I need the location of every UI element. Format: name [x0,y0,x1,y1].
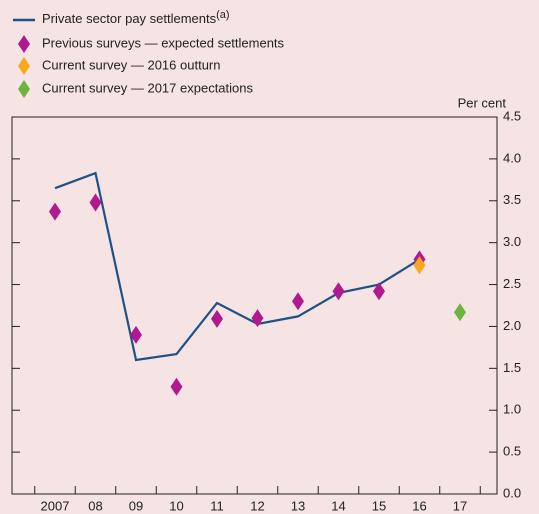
diamond-marker [332,282,345,301]
x-tick-label: 11 [210,498,224,513]
x-tick-label: 2007 [41,498,70,513]
legend-label: Current survey — 2017 expectations [42,80,253,95]
diamond-marker [292,292,304,311]
x-tick-label: 15 [372,498,386,513]
diamond-marker [413,256,426,275]
diamond-marker [251,309,264,328]
legend-text: Private sector pay settlements [42,11,217,26]
x-tick-label: 10 [169,498,183,513]
y-tick-label: 1.0 [503,402,521,417]
y-tick-label: 2.0 [503,318,521,333]
y-tick-label: 0.0 [503,485,521,500]
y-tick-label: 4.5 [503,108,521,123]
diamond-marker [373,282,385,301]
diamond-marker [89,193,102,212]
diamond-marker [454,303,466,322]
legend-swatch [18,35,30,53]
x-tick-label: 08 [88,498,102,513]
legend-label: Private sector pay settlements(a) [42,9,230,27]
y-tick-label: 4.0 [503,150,521,165]
y-tick-label: 3.5 [503,192,521,207]
x-tick-label: 09 [129,498,143,513]
legend-label: Previous surveys — expected settlements [42,35,285,50]
line-series [54,171,421,362]
y-tick-label: 1.5 [503,360,521,375]
legend-note: (a) [216,9,229,21]
diamond-marker [49,202,61,221]
x-tick-label: 17 [453,498,467,513]
diamond-marker [130,325,142,344]
unit-label: Per cent [458,95,507,110]
x-tick-label: 12 [250,498,264,513]
plot-frame [11,116,498,495]
diamond-marker [211,309,223,328]
x-tick-label: 14 [331,498,345,513]
diamond-marker [170,377,183,396]
y-tick-label: 0.5 [503,444,521,459]
legend-swatch [18,57,30,75]
legend-label: Current survey — 2016 outturn [42,57,220,72]
x-tick-label: 16 [412,498,426,513]
y-tick-label: 2.5 [503,276,521,291]
legend-swatch [18,80,30,98]
x-tick-label: 13 [291,498,305,513]
y-tick-label: 3.0 [503,234,521,249]
